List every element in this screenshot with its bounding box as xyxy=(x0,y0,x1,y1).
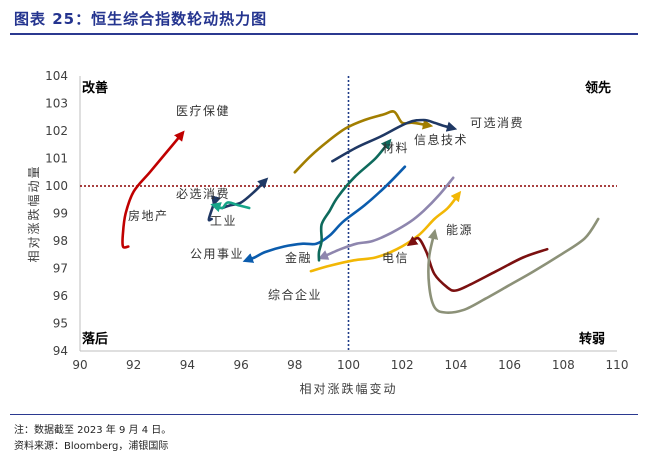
footnote: 注：数据截至 2023 年 9 月 4 日。 xyxy=(14,425,172,436)
y-tick-label: 99 xyxy=(53,207,68,221)
quadrant-label-bottom-right: 转弱 xyxy=(579,331,605,347)
title-divider xyxy=(10,33,638,35)
series-line xyxy=(317,176,455,260)
series-label: 公用事业 xyxy=(190,247,244,261)
y-tick-label: 97 xyxy=(53,262,68,276)
series-line xyxy=(242,165,407,263)
y-tick-label: 103 xyxy=(45,97,68,111)
x-tick-label: 100 xyxy=(337,358,360,372)
x-tick-label: 90 xyxy=(72,358,87,372)
y-tick-label: 96 xyxy=(53,289,68,303)
series-line xyxy=(406,235,549,292)
x-tick-label: 94 xyxy=(180,358,195,372)
y-tick-label: 101 xyxy=(45,152,68,166)
y-tick-label: 98 xyxy=(53,234,68,248)
x-tick-label: 108 xyxy=(552,358,575,372)
series-line xyxy=(427,217,600,314)
y-tick-label: 94 xyxy=(53,344,68,358)
series-label: 电信 xyxy=(382,251,409,265)
series-line xyxy=(309,190,462,273)
quadrant-label-top-left: 改善 xyxy=(82,80,108,96)
x-tick-label: 102 xyxy=(391,358,414,372)
axes: 90 92 94 96 98 100 102 104 106 108 110 94 95 96 97 98 99… xyxy=(26,69,628,396)
series-label: 房地产 xyxy=(128,208,169,223)
series-label: 可选消费 xyxy=(470,116,524,130)
series-line xyxy=(121,130,185,249)
series-layer xyxy=(121,110,600,314)
x-tick-label: 98 xyxy=(287,358,302,372)
y-tick-label: 95 xyxy=(53,317,68,331)
figure-title: 图表 25：恒生综合指数轮动热力图 xyxy=(14,10,268,28)
series-line xyxy=(221,177,269,210)
series-label: 金融 xyxy=(285,250,312,265)
x-tick-label: 110 xyxy=(606,358,629,372)
series-line xyxy=(317,138,392,262)
y-axis-title: 相对涨跌幅动量 xyxy=(26,164,41,262)
y-tick-label: 102 xyxy=(45,124,68,138)
series-label: 工业 xyxy=(210,214,237,228)
series-line xyxy=(210,201,251,213)
source-note: 资料来源：Bloomberg，浦银国际 xyxy=(14,441,169,452)
series-label: 信息技术 xyxy=(414,132,468,147)
quadrant-label-bottom-left: 落后 xyxy=(82,331,108,347)
series-label: 医疗保健 xyxy=(176,104,230,118)
footer-divider xyxy=(10,414,638,415)
x-axis-title: 相对涨跌幅变动 xyxy=(299,381,397,396)
series-label: 必选消费 xyxy=(176,187,230,201)
y-tick-label: 104 xyxy=(45,69,68,83)
series-label: 综合企业 xyxy=(268,287,322,302)
series-line xyxy=(331,118,458,163)
series-label: 能源 xyxy=(446,223,473,237)
series-label: 材料 xyxy=(382,141,409,155)
y-tick-label: 100 xyxy=(45,179,68,193)
x-tick-label: 92 xyxy=(126,358,141,372)
quadrant-label-top-right: 领先 xyxy=(585,80,611,96)
x-tick-label: 106 xyxy=(498,358,521,372)
x-tick-label: 104 xyxy=(444,358,467,372)
rotation-chart: 90 92 94 96 98 100 102 104 106 108 110 94 95 96 97 98 99… xyxy=(26,69,628,396)
x-tick-label: 96 xyxy=(233,358,248,372)
